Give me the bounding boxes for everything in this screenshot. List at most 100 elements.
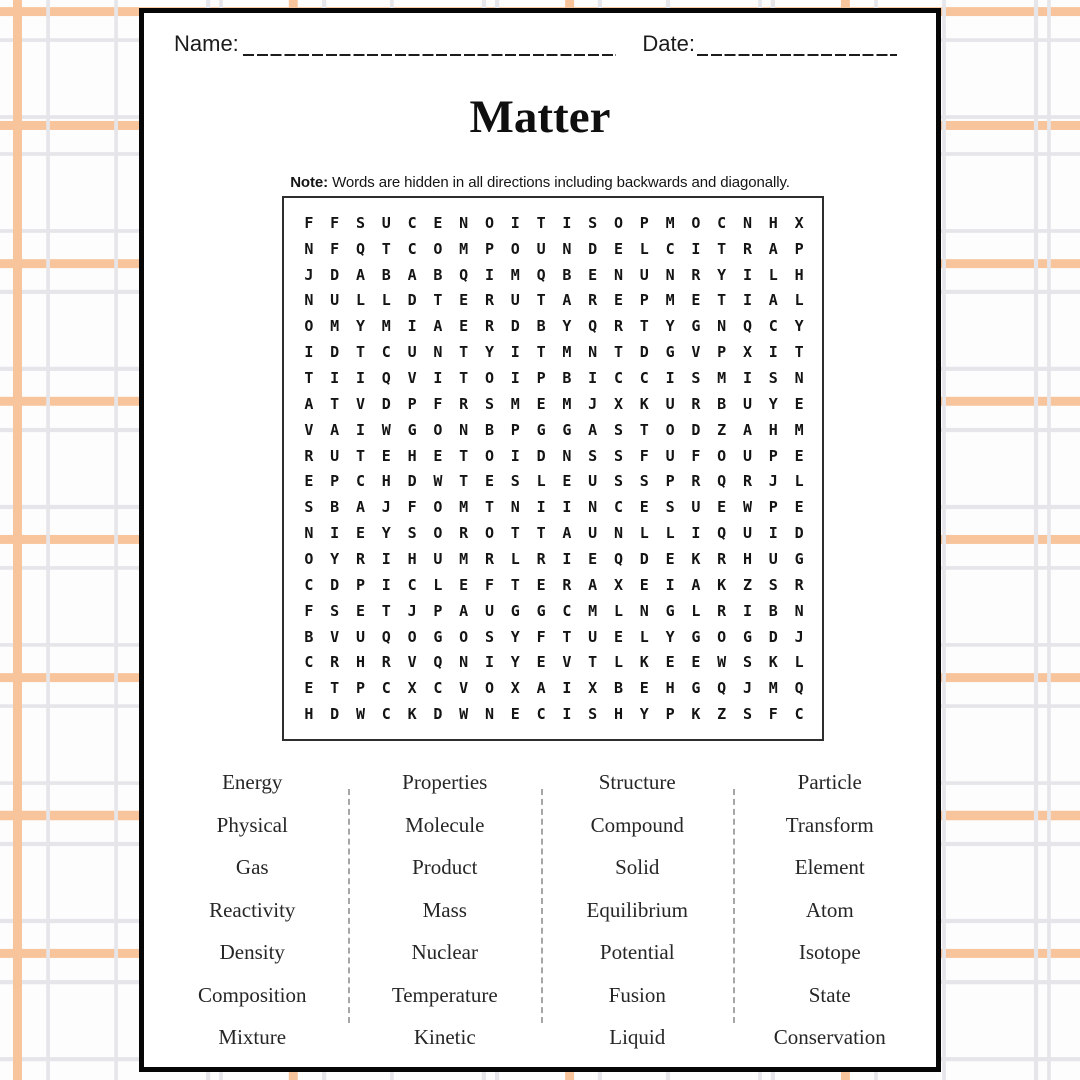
- grid-letter: R: [717, 549, 727, 568]
- grid-letter: Q: [717, 472, 727, 491]
- note-label: Note:: [290, 174, 329, 191]
- grid-letter: Q: [613, 549, 623, 568]
- grid-letter: O: [665, 420, 675, 439]
- grid-letter: U: [768, 549, 778, 568]
- grid-letter: D: [407, 472, 417, 491]
- word-item: Energy: [222, 770, 283, 794]
- grid-letter: I: [330, 369, 340, 388]
- grid-letter: A: [433, 317, 443, 336]
- grid-letter: I: [484, 653, 494, 672]
- grid-letter: Q: [588, 317, 598, 336]
- grid-letter: E: [588, 265, 598, 284]
- grid-letter: E: [536, 653, 546, 672]
- grid-letter: I: [742, 369, 752, 388]
- word-item: Reactivity: [209, 897, 296, 922]
- grid-letter: L: [794, 653, 804, 672]
- grid-letter: D: [407, 291, 417, 310]
- grid-letter: I: [562, 549, 572, 568]
- grid-letter: X: [613, 394, 623, 413]
- grid-letter: O: [304, 317, 314, 336]
- grid-letter: B: [484, 420, 494, 439]
- grid-letter: N: [742, 213, 752, 232]
- grid-letter: R: [588, 291, 598, 310]
- word-item: Transform: [785, 812, 874, 837]
- grid-letter: N: [562, 239, 572, 258]
- grid-letter: M: [459, 498, 469, 517]
- grid-letter: U: [588, 524, 598, 543]
- grid-letter: R: [691, 394, 701, 413]
- grid-letter: R: [536, 549, 546, 568]
- grid-letter: R: [562, 575, 572, 594]
- grid-letter: T: [613, 343, 623, 362]
- grid-letter: I: [381, 575, 391, 594]
- grid-letter: U: [510, 291, 520, 310]
- grid-letter: U: [536, 239, 546, 258]
- grid-letter: G: [665, 343, 675, 362]
- grid-letter: E: [665, 549, 675, 568]
- grid-letter: R: [691, 265, 701, 284]
- grid-letter: H: [768, 420, 778, 439]
- grid-letter: S: [742, 705, 752, 724]
- grid-letter: M: [588, 601, 598, 620]
- grid-letter: C: [433, 679, 443, 698]
- grid-letter: C: [613, 369, 623, 388]
- word-item: Liquid: [609, 1025, 666, 1049]
- grid-letter: S: [588, 705, 598, 724]
- word-item: Molecule: [405, 812, 485, 837]
- grid-letter: C: [562, 601, 572, 620]
- grid-letter: I: [665, 575, 675, 594]
- grid-letter: B: [330, 498, 340, 517]
- grid-letter: P: [639, 291, 649, 310]
- grid-letter: M: [794, 420, 804, 439]
- grid-letter: V: [459, 679, 469, 698]
- grid-letter: E: [613, 239, 623, 258]
- grid-letter: W: [381, 420, 391, 439]
- grid-letter: S: [613, 472, 623, 491]
- grid-letter: N: [459, 213, 469, 232]
- grid-letter: V: [562, 653, 572, 672]
- grid-letter: N: [562, 446, 572, 465]
- grid-letter: B: [562, 369, 572, 388]
- word-item: Potential: [599, 940, 675, 964]
- grid-letter: Z: [742, 575, 752, 594]
- grid-letter: R: [484, 291, 494, 310]
- grid-letter: M: [562, 343, 572, 362]
- grid-letter: L: [794, 472, 804, 491]
- grid-letter: Y: [639, 705, 649, 724]
- grid-letter: P: [407, 394, 417, 413]
- grid-letter: N: [588, 343, 598, 362]
- grid-letter: L: [613, 653, 623, 672]
- grid-letter: N: [304, 239, 314, 258]
- grid-letter: G: [665, 601, 675, 620]
- grid-letter: F: [330, 213, 340, 232]
- grid-letter: R: [613, 317, 623, 336]
- word-item: Nuclear: [411, 940, 478, 964]
- grid-letter: A: [536, 679, 546, 698]
- grid-letter: R: [381, 653, 391, 672]
- grid-letter: O: [433, 498, 443, 517]
- grid-letter: C: [536, 705, 546, 724]
- grid-letter: U: [484, 601, 494, 620]
- grid-letter: P: [768, 446, 778, 465]
- grid-letter: Y: [794, 317, 804, 336]
- grid-letter: O: [484, 369, 494, 388]
- grid-letter: I: [768, 343, 778, 362]
- grid-letter: H: [304, 705, 314, 724]
- grid-letter: D: [691, 420, 701, 439]
- worksheet-page: Name: Date: Matter Note: Words are hidde…: [139, 8, 941, 1072]
- grid-letter: H: [407, 446, 417, 465]
- grid-letter: S: [510, 472, 520, 491]
- grid-letter: I: [355, 369, 365, 388]
- grid-letter: T: [459, 472, 469, 491]
- grid-letter: X: [510, 679, 520, 698]
- grid-letter: R: [459, 394, 469, 413]
- grid-letter: I: [407, 317, 417, 336]
- grid-letter: L: [639, 627, 649, 646]
- grid-letter: S: [588, 446, 598, 465]
- grid-letter: L: [355, 291, 365, 310]
- grid-letter: S: [742, 653, 752, 672]
- grid-letter: C: [717, 213, 727, 232]
- grid-letter: D: [433, 705, 443, 724]
- grid-letter: D: [639, 343, 649, 362]
- grid-letter: O: [433, 524, 443, 543]
